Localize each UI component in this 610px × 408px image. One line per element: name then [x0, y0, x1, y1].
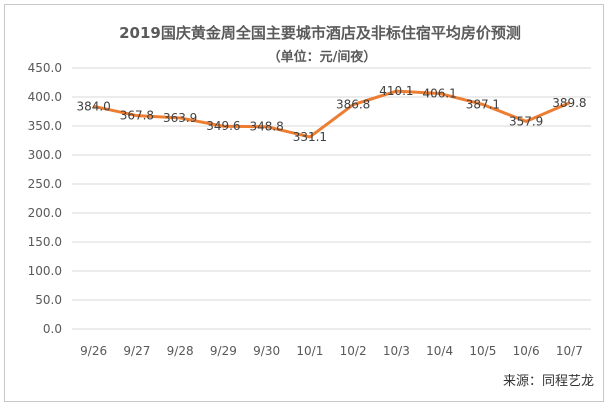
chart-frame	[4, 4, 604, 402]
x-tick-label: 9/26	[80, 344, 107, 358]
x-tick-label: 9/27	[123, 344, 150, 358]
data-label: 406.1	[422, 86, 456, 100]
x-tick-label: 10/5	[469, 344, 496, 358]
y-tick-label: 450.0	[28, 61, 62, 75]
source-note: 来源：同程艺龙	[503, 374, 594, 389]
data-label: 387.1	[466, 97, 500, 111]
data-label: 386.8	[336, 98, 370, 112]
data-label: 349.6	[206, 119, 240, 133]
y-tick-label: 100.0	[28, 264, 62, 278]
data-label: 389.8	[552, 96, 586, 110]
data-label: 367.8	[120, 109, 154, 123]
chart-subtitle: （单位：元/间夜）	[268, 49, 377, 65]
data-label: 331.1	[293, 130, 327, 144]
x-tick-label: 9/28	[167, 344, 194, 358]
chart-title: 2019国庆黄金周全国主要城市酒店及非标住宿平均房价预测	[119, 24, 521, 42]
y-tick-label: 300.0	[28, 148, 62, 162]
series-line	[93, 89, 570, 139]
x-tick-label: 10/2	[340, 344, 367, 358]
x-tick-label: 10/4	[426, 344, 453, 358]
y-tick-label: 200.0	[28, 206, 62, 220]
data-label: 348.8	[249, 120, 283, 134]
y-tick-label: 150.0	[28, 235, 62, 249]
x-tick-label: 10/3	[383, 344, 410, 358]
x-tick-label: 9/30	[253, 344, 280, 358]
data-label: 357.9	[509, 114, 543, 128]
data-label: 363.9	[163, 111, 197, 125]
y-tick-label: 50.0	[35, 293, 62, 307]
data-label: 410.1	[379, 84, 413, 98]
y-tick-label: 400.0	[28, 90, 62, 104]
y-tick-label: 0.0	[43, 322, 62, 336]
x-tick-label: 10/7	[556, 344, 583, 358]
data-label: 384.0	[76, 99, 110, 113]
x-tick-label: 10/1	[296, 344, 323, 358]
y-tick-label: 350.0	[28, 119, 62, 133]
x-tick-label: 9/29	[210, 344, 237, 358]
y-tick-label: 250.0	[28, 177, 62, 191]
x-tick-label: 10/6	[513, 344, 540, 358]
